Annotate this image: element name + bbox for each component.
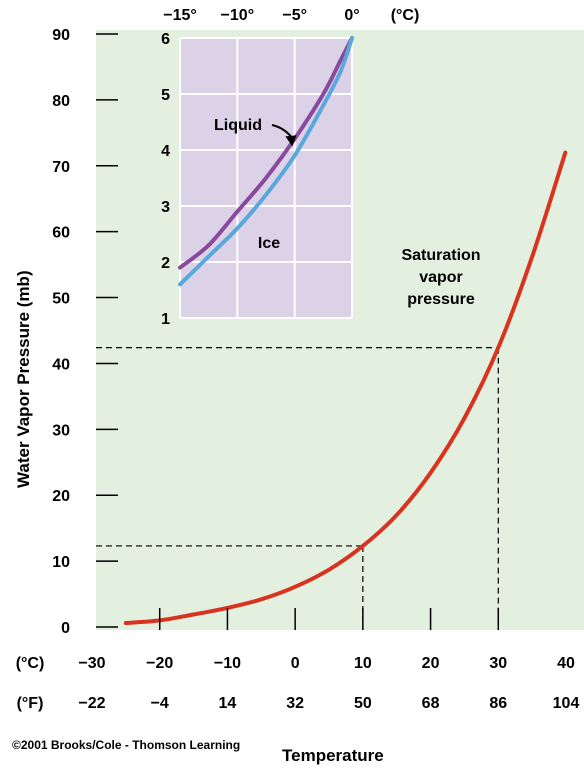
inset-y-tick-label: 5 xyxy=(161,87,170,104)
y-tick-label: 0 xyxy=(61,620,70,637)
x-tick-label-celsius: 0 xyxy=(291,655,300,672)
annotation-saturation-vapor-pressure: Saturation vapor pressure xyxy=(401,247,480,308)
x-tick-label-celsius: 10 xyxy=(354,655,372,672)
x-tick-label-fahrenheit: 104 xyxy=(553,695,580,712)
x-tick-label-celsius: 30 xyxy=(489,655,507,672)
inset-y-tick-label: 6 xyxy=(161,31,170,48)
x-unit-celsius: (°C) xyxy=(16,655,45,672)
inset-legend-ice: Ice xyxy=(258,235,280,252)
y-tick-label: 30 xyxy=(52,422,70,439)
x-tick-label-fahrenheit: 14 xyxy=(219,695,237,712)
inset-series-line-ice xyxy=(178,36,354,287)
y-tick-label: 20 xyxy=(52,488,70,505)
y-axis-label: Water Vapor Pressure (mb) xyxy=(14,270,33,488)
inset-y-tick-label: 4 xyxy=(161,143,170,160)
y-tick-label: 40 xyxy=(52,356,70,373)
x-tick-label-celsius: −10 xyxy=(214,655,241,672)
inset-x-tick-label: −5° xyxy=(282,7,307,24)
inset-y-tick-label: 3 xyxy=(161,199,170,216)
inset-y-tick-label: 1 xyxy=(161,311,170,328)
inset-series-line-liquid xyxy=(178,36,354,270)
y-tick-label: 70 xyxy=(52,159,70,176)
x-axis-label: Temperature xyxy=(282,746,384,765)
x-tick-label-fahrenheit: −22 xyxy=(78,695,105,712)
y-tick-label: 10 xyxy=(52,554,70,571)
x-tick-label-fahrenheit: −4 xyxy=(151,695,169,712)
x-tick-label-celsius: 20 xyxy=(422,655,440,672)
x-tick-label-celsius: −30 xyxy=(78,655,105,672)
y-tick-label: 60 xyxy=(52,225,70,242)
x-tick-label-fahrenheit: 86 xyxy=(489,695,507,712)
series-line-saturation-vapor-pressure xyxy=(123,150,568,626)
x-tick-label-celsius: −20 xyxy=(146,655,173,672)
inset-x-tick-label: −10° xyxy=(221,7,255,24)
inset-x-unit-label: (°C) xyxy=(391,7,420,24)
x-tick-label-fahrenheit: 68 xyxy=(422,695,440,712)
inset-y-tick-label: 2 xyxy=(161,255,170,272)
y-tick-label: 50 xyxy=(52,291,70,308)
inset-legend-liquid: Liquid xyxy=(214,117,262,134)
x-tick-label-fahrenheit: 50 xyxy=(354,695,372,712)
inset-x-tick-label: 0° xyxy=(344,7,359,24)
x-tick-label-fahrenheit: 32 xyxy=(286,695,304,712)
x-tick-label-celsius: 40 xyxy=(557,655,575,672)
y-tick-label: 80 xyxy=(52,93,70,110)
inset-x-tick-label: −15° xyxy=(163,7,197,24)
liquid-arrowhead xyxy=(285,135,297,147)
copyright-notice: ©2001 Brooks/Cole - Thomson Learning xyxy=(12,738,241,752)
x-unit-fahrenheit: (°F) xyxy=(17,695,44,712)
y-tick-label: 90 xyxy=(52,27,70,44)
